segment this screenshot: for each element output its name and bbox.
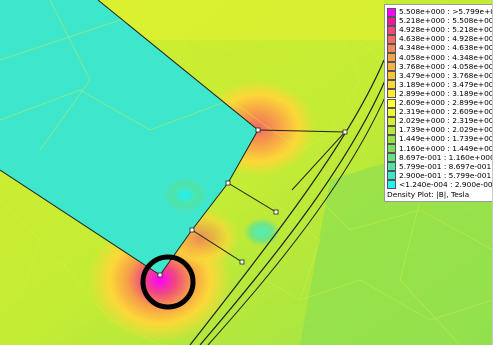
legend-swatch (387, 62, 396, 72)
legend-entry: 5.799e-001 : 8.697e-001 (387, 161, 492, 172)
legend-entry: 3.768e+000 : 4.058e+000 (387, 61, 493, 72)
legend-label: 5.799e-001 : 8.697e-001 (399, 161, 492, 171)
legend-entry: 2.319e+000 : 2.609e+000 (387, 107, 493, 117)
legend-label: 5.218e+000 : 5.508e+000 (399, 16, 493, 26)
legend-swatch (387, 16, 396, 26)
legend-entry: 5.218e+000 : 5.508e+000 (387, 16, 493, 26)
legend-label: 8.697e-001 : 1.160e+000 (399, 152, 493, 162)
legend-label: 4.638e+000 : 4.928e+000 (399, 34, 493, 44)
legend-swatch (387, 53, 396, 62)
legend-entry: 2.899e+000 : 3.189e+000 (387, 88, 493, 99)
legend-entry: 3.479e+000 : 3.768e+000 (387, 70, 493, 81)
legend-swatch (387, 89, 396, 99)
legend-entry: 1.739e+000 : 2.029e+000 (387, 125, 493, 135)
legend-entry: 1.449e+000 : 1.739e+000 (387, 134, 493, 144)
legend-title: Density Plot: |B|, Tesla (387, 190, 470, 199)
legend-entry: 2.609e+000 : 2.899e+000 (387, 98, 493, 108)
node-markers (157, 127, 348, 278)
legend-label: 4.058e+000 : 4.348e+000 (399, 52, 493, 62)
legend-swatch (387, 144, 396, 153)
legend-entry: 4.058e+000 : 4.348e+000 (387, 52, 493, 63)
cyan-spot (163, 177, 207, 213)
legend-entry: 1.160e+000 : 1.449e+000 (387, 143, 493, 154)
legend-label: 2.319e+000 : 2.609e+000 (399, 107, 493, 117)
legend-entry: 8.697e-001 : 1.160e+000 (387, 152, 493, 163)
legend-entry: <1.240e-004 : 2.900e-001 (387, 179, 493, 190)
legend-swatch (387, 125, 396, 135)
legend-swatch (387, 171, 396, 181)
legend-label: 5.508e+000 : >5.799e+000 (399, 7, 492, 16)
legend-entry: 4.348e+000 : 4.638e+000 (387, 43, 493, 53)
legend-entry: 4.928e+000 : 5.218e+000 (387, 25, 493, 35)
legend-label: 1.739e+000 : 2.029e+000 (399, 125, 493, 135)
legend-swatch (387, 25, 396, 35)
legend-label: 2.609e+000 : 2.899e+000 (399, 98, 493, 107)
legend-swatch (387, 116, 396, 126)
legend-label: 4.928e+000 : 5.218e+000 (399, 25, 493, 35)
highlight-circle (140, 254, 196, 310)
legend-label: 3.189e+000 : 3.479e+000 (399, 79, 493, 89)
cyan-spot-2 (244, 218, 280, 246)
legend-entry: 2.900e-001 : 5.799e-001 (387, 170, 492, 181)
legend-swatch (387, 162, 396, 172)
legend-label: 1.449e+000 : 1.739e+000 (399, 134, 493, 144)
legend-label: 2.900e-001 : 5.799e-001 (399, 170, 492, 180)
legend-entry: 2.029e+000 : 2.319e+000 (387, 116, 493, 126)
legend-label: 4.348e+000 : 4.638e+000 (399, 43, 493, 53)
legend-swatch (387, 153, 396, 163)
legend-swatch (387, 43, 396, 53)
legend-swatch (387, 98, 396, 108)
legend-swatch (387, 134, 396, 144)
legend-swatch (387, 107, 396, 117)
legend-swatch (387, 180, 396, 190)
legend-label: 1.160e+000 : 1.449e+000 (399, 143, 493, 153)
legend-entry: 3.189e+000 : 3.479e+000 (387, 79, 493, 90)
legend-entry: 4.638e+000 : 4.928e+000 (387, 34, 493, 44)
legend-swatch (387, 34, 396, 44)
legend-swatch (387, 71, 396, 81)
legend-swatch (387, 7, 396, 17)
legend-label: <1.240e-004 : 2.900e-001 (399, 179, 493, 189)
legend-label: 2.899e+000 : 3.189e+000 (399, 88, 493, 98)
legend-swatch (387, 80, 396, 90)
legend-label: 3.479e+000 : 3.768e+000 (399, 70, 493, 80)
legend-label: 2.029e+000 : 2.319e+000 (399, 116, 493, 126)
legend-label: 3.768e+000 : 4.058e+000 (399, 61, 493, 71)
legend-entry: 5.508e+000 : >5.799e+000 (387, 7, 492, 17)
